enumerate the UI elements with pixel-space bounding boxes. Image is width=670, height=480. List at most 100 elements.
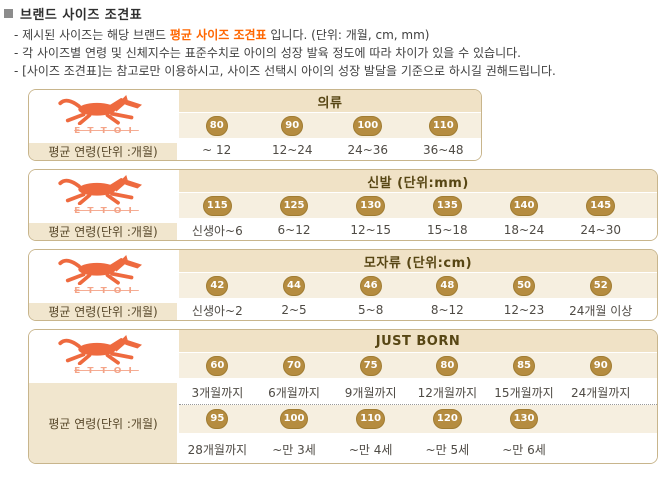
age-cell: 24개월 이상 xyxy=(569,303,633,318)
just-born-table-title: JUST BORN xyxy=(179,330,657,353)
ettoi-horse-icon xyxy=(58,175,142,205)
size-badge: 60 xyxy=(206,355,229,376)
ettoi-horse-icon xyxy=(58,95,142,125)
age-cell: ~ 12 xyxy=(202,143,232,157)
just-born-size-row-1: 60 70 75 80 85 90 xyxy=(179,353,657,380)
size-badge: 75 xyxy=(359,355,382,376)
brand-logo: ETTOI xyxy=(29,250,177,301)
size-badge: 80 xyxy=(436,355,459,376)
note-1-post: 입니다. (단위: 개월, cm, mm) xyxy=(266,28,430,42)
brand-name: ETTOI xyxy=(74,206,139,216)
age-cell: 24~36 xyxy=(347,143,389,157)
size-badge: 44 xyxy=(283,275,305,296)
hats-left-column: ETTOI 평균 연령(단위 :개월) xyxy=(29,250,179,320)
age-cell: 8~12 xyxy=(430,303,464,317)
size-badge: 135 xyxy=(432,195,462,216)
size-badge: 52 xyxy=(589,275,612,296)
hats-size-row: 42 44 46 48 50 52 xyxy=(179,273,657,300)
age-cell: 6개월까지 xyxy=(268,385,320,400)
note-1-highlight: 평균 사이즈 조견표 xyxy=(169,28,267,42)
square-bullet-icon xyxy=(4,9,13,18)
size-badge: 90 xyxy=(589,355,612,376)
size-table-just-born: ETTOI 평균 연령(단위 :개월) JUST BORN 60 70 75 8… xyxy=(28,329,658,464)
just-born-left-column: ETTOI 평균 연령(단위 :개월) xyxy=(29,330,179,463)
size-badge: 70 xyxy=(283,355,305,376)
avg-age-row-label: 평균 연령(단위 :개월) xyxy=(29,381,177,463)
shoes-size-row: 115 125 130 135 140 145 xyxy=(179,193,657,220)
age-cell: ~만 5세 xyxy=(425,442,470,457)
size-badge: 46 xyxy=(359,275,382,296)
brand-name: ETTOI xyxy=(74,286,139,296)
size-badge: 80 xyxy=(205,115,228,136)
size-badge: 50 xyxy=(513,275,535,296)
size-badge: 100 xyxy=(353,115,383,136)
empty-cell xyxy=(562,405,639,433)
size-badge: 115 xyxy=(202,195,232,216)
age-cell: ~만 4세 xyxy=(348,442,393,457)
just-born-table-body: JUST BORN 60 70 75 80 85 90 3개월까지 6개월까지 … xyxy=(179,330,657,463)
size-badge: 120 xyxy=(432,409,462,429)
hats-age-row: 신생아~2 2~5 5~8 8~12 12~23 24개월 이상 xyxy=(179,300,657,320)
just-born-size-row-2: 95 100 110 120 130 xyxy=(179,405,657,435)
ettoi-horse-icon xyxy=(58,255,142,285)
size-badge: 125 xyxy=(279,195,309,216)
note-1-pre: - 제시된 사이즈는 해당 브랜드 xyxy=(14,28,170,42)
avg-age-row-label: 평균 연령(단위 :개월) xyxy=(29,221,177,240)
clothing-size-row: 80 90 100 110 xyxy=(179,113,481,140)
size-badge: 90 xyxy=(281,115,304,136)
size-tables: ETTOI 평균 연령(단위 :개월) 의류 80 90 100 110 ~ 1… xyxy=(28,89,670,464)
clothing-age-row: ~ 12 12~24 24~36 36~48 xyxy=(179,140,481,160)
clothing-table-title: 의류 xyxy=(179,90,481,113)
age-cell: ~만 3세 xyxy=(272,442,316,457)
age-cell: 5~8 xyxy=(358,303,384,317)
size-table-clothing: ETTOI 평균 연령(단위 :개월) 의류 80 90 100 110 ~ 1… xyxy=(28,89,482,161)
brand-logo: ETTOI xyxy=(29,90,177,141)
page-title: 브랜드 사이즈 조견표 xyxy=(20,8,143,23)
age-cell: 24개월까지 xyxy=(570,385,631,400)
page-header: 브랜드 사이즈 조견표 - 제시된 사이즈는 해당 브랜드 평균 사이즈 조견표… xyxy=(0,0,670,80)
empty-cell xyxy=(562,435,639,463)
age-cell: 9개월까지 xyxy=(344,385,397,400)
size-table-hats: ETTOI 평균 연령(단위 :개월) 모자류 (단위:cm) 42 44 46… xyxy=(28,249,658,321)
shoes-table-title: 신발 (단위:mm) xyxy=(179,170,657,193)
page-title-row: 브랜드 사이즈 조견표 xyxy=(4,6,670,23)
size-badge: 145 xyxy=(586,195,616,216)
brand-logo: ETTOI xyxy=(29,330,177,381)
size-badge: 110 xyxy=(428,115,458,136)
age-cell: 28개월까지 xyxy=(187,442,248,457)
size-badge: 130 xyxy=(509,409,539,429)
avg-age-row-label: 평균 연령(단위 :개월) xyxy=(29,141,177,160)
notes-block: - 제시된 사이즈는 해당 브랜드 평균 사이즈 조견표 입니다. (단위: 개… xyxy=(14,26,670,80)
age-cell: 12~23 xyxy=(503,303,545,317)
age-cell: 신생아~6 xyxy=(191,223,243,238)
age-cell: 24~30 xyxy=(580,223,621,237)
age-cell: 12~24 xyxy=(271,143,313,157)
note-line-2: - 각 사이즈별 연령 및 신체지수는 표준수치로 아이의 성장 발육 정도에 … xyxy=(14,46,521,60)
size-badge: 140 xyxy=(509,195,539,216)
size-badge: 110 xyxy=(356,409,386,429)
note-line-1: - 제시된 사이즈는 해당 브랜드 평균 사이즈 조견표 입니다. (단위: 개… xyxy=(14,26,670,44)
age-cell: 2~5 xyxy=(281,303,307,317)
size-badge: 100 xyxy=(279,409,309,429)
hats-table-title: 모자류 (단위:cm) xyxy=(179,250,657,273)
clothing-table-body: 의류 80 90 100 110 ~ 12 12~24 24~36 36~48 xyxy=(179,90,481,160)
size-badge: 42 xyxy=(206,275,229,296)
just-born-age-row-2: 28개월까지 ~만 3세 ~만 4세 ~만 5세 ~만 6세 xyxy=(179,435,657,463)
age-cell: 36~48 xyxy=(422,143,464,157)
avg-age-row-label: 평균 연령(단위 :개월) xyxy=(29,301,177,320)
age-cell: 18~24 xyxy=(503,223,545,237)
hats-table-body: 모자류 (단위:cm) 42 44 46 48 50 52 신생아~2 2~5 … xyxy=(179,250,657,320)
brand-name: ETTOI xyxy=(74,366,139,376)
age-cell: 신생아~2 xyxy=(191,303,243,318)
size-badge: 130 xyxy=(356,195,386,216)
size-badge: 48 xyxy=(436,275,459,296)
age-cell: 12개월까지 xyxy=(417,385,478,400)
ettoi-horse-icon xyxy=(58,335,142,365)
age-cell: 12~15 xyxy=(350,223,391,237)
just-born-age-row-1: 3개월까지 6개월까지 9개월까지 12개월까지 15개월까지 24개월까지 xyxy=(179,380,657,405)
age-cell: 3개월까지 xyxy=(191,385,244,400)
brand-logo: ETTOI xyxy=(29,170,177,221)
age-cell: 15~18 xyxy=(427,223,468,237)
size-badge: 95 xyxy=(206,409,229,429)
age-cell: 15개월까지 xyxy=(494,385,554,400)
